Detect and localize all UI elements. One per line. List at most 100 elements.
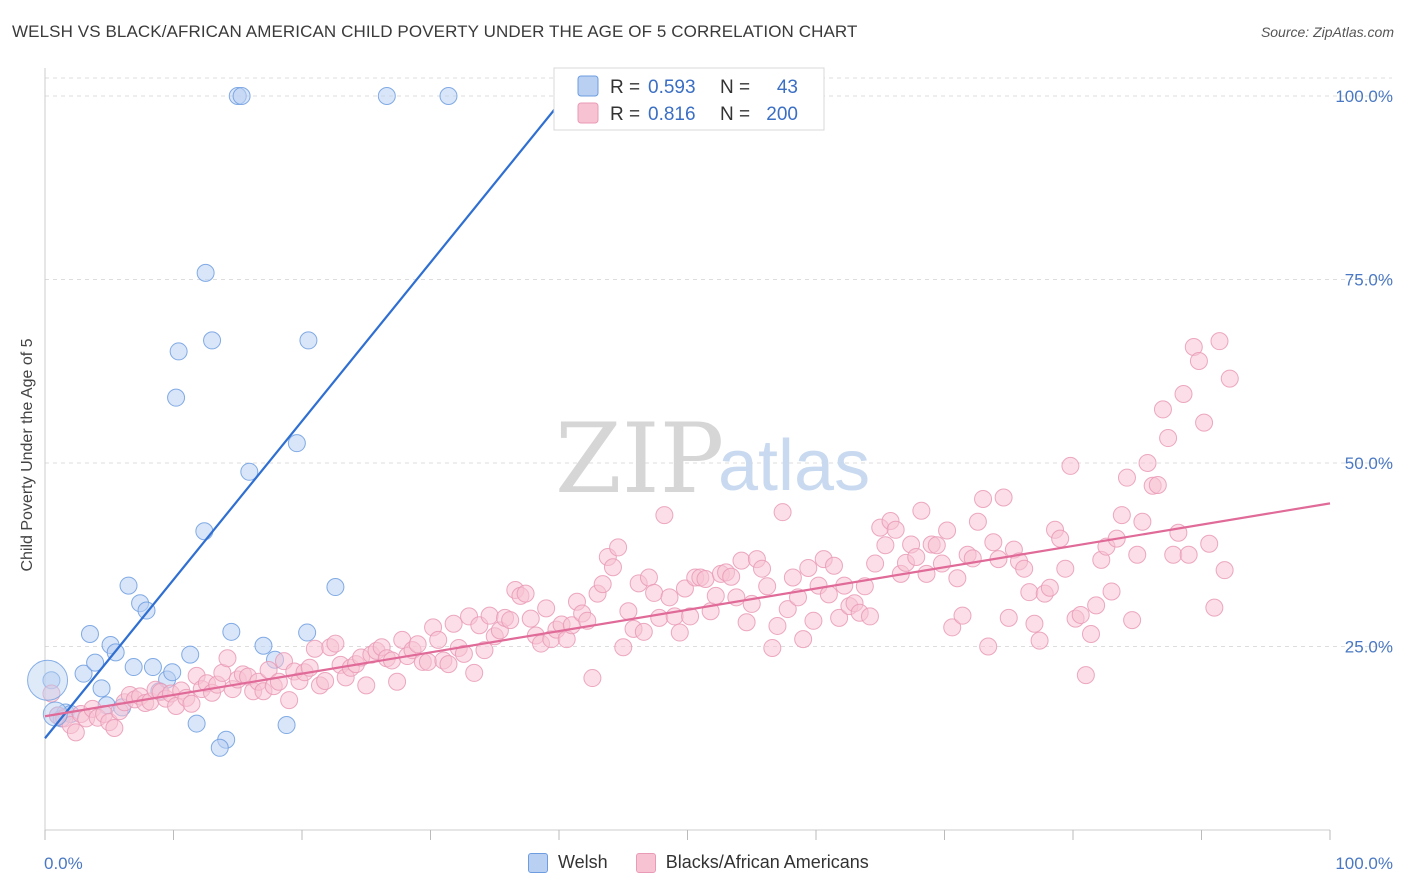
point-0-27 <box>203 331 222 350</box>
point-0-40 <box>326 578 345 597</box>
point-1-134 <box>737 613 756 632</box>
point-1-211 <box>1133 512 1152 531</box>
stats-n-value-1: 200 <box>766 104 798 125</box>
point-0-33 <box>240 462 259 481</box>
point-0-36 <box>277 716 296 735</box>
point-1-205 <box>1102 582 1121 601</box>
point-1-176 <box>953 606 972 625</box>
legend-swatch-welsh <box>528 852 548 873</box>
point-1-137 <box>753 559 772 578</box>
x-tick-label-0: 0.0% <box>44 854 83 873</box>
point-0-30 <box>222 622 241 641</box>
point-0-21 <box>169 342 188 361</box>
point-1-223 <box>1195 413 1214 432</box>
point-1-77 <box>444 614 463 633</box>
point-1-131 <box>722 567 741 586</box>
y-tick-label-2: 75.0% <box>1345 271 1393 290</box>
point-1-54 <box>326 634 345 653</box>
point-1-168 <box>912 501 931 520</box>
stats-n-value-0: 43 <box>777 77 798 98</box>
point-1-146 <box>799 558 818 577</box>
point-1-126 <box>696 569 715 588</box>
point-1-76 <box>439 655 458 674</box>
point-1-143 <box>783 568 802 587</box>
point-1-171 <box>927 536 946 555</box>
point-1-167 <box>907 547 926 566</box>
stats-legend: R = 0.593 N = 43 R = 0.816 N = 200 <box>553 67 825 131</box>
point-0-39 <box>298 623 317 642</box>
point-1-179 <box>968 512 987 531</box>
point-0-29 <box>210 738 229 757</box>
stats-legend-box <box>553 67 825 131</box>
point-0-8 <box>92 679 111 698</box>
point-1-70 <box>408 635 427 654</box>
stats-r-value-0: 0.593 <box>648 77 696 98</box>
point-1-95 <box>537 599 556 618</box>
point-1-106 <box>593 575 612 594</box>
point-1-185 <box>999 608 1018 627</box>
point-1-52 <box>316 671 335 690</box>
point-1-201 <box>1081 625 1100 644</box>
point-1-115 <box>639 568 658 587</box>
legend-swatch-black <box>635 852 656 873</box>
point-1-81 <box>465 663 484 682</box>
point-1-214 <box>1148 476 1167 495</box>
watermark-zip: ZIP <box>555 403 724 515</box>
trend-line-1 <box>44 502 1331 718</box>
point-1-33 <box>218 649 237 668</box>
point-1-207 <box>1112 506 1131 525</box>
point-1-121 <box>670 623 689 642</box>
point-1-152 <box>830 608 849 627</box>
series-legend: Welsh Blacks/African Americans <box>528 852 897 873</box>
point-1-184 <box>994 488 1013 507</box>
point-1-74 <box>429 630 448 649</box>
y-tick-labels: 25.0% 50.0% 75.0% 100.0% <box>1335 87 1393 657</box>
point-1-138 <box>758 577 777 596</box>
x-tick-label-1: 100.0% <box>1335 854 1393 873</box>
point-1-159 <box>866 554 885 573</box>
point-1-173 <box>938 521 957 540</box>
point-1-161 <box>876 536 895 555</box>
stats-n-label-1: N = <box>720 104 750 125</box>
point-1-209 <box>1123 611 1142 630</box>
point-1-110 <box>614 638 633 657</box>
point-1-208 <box>1117 468 1136 487</box>
stats-r-label-1: R = <box>610 104 640 125</box>
point-0-22 <box>167 388 186 407</box>
point-1-66 <box>388 672 407 691</box>
point-1-220 <box>1179 545 1198 564</box>
point-1-147 <box>804 611 823 630</box>
point-1-189 <box>1020 583 1039 602</box>
stats-n-label-0: N = <box>720 77 750 98</box>
point-1-210 <box>1128 545 1147 564</box>
point-1-180 <box>974 489 993 508</box>
point-1-26 <box>182 694 201 713</box>
y-tick-label-0: 25.0% <box>1345 638 1393 657</box>
point-1-11 <box>105 718 124 737</box>
point-0-6 <box>80 625 99 644</box>
stats-swatch-1 <box>577 102 599 124</box>
point-0-5 <box>74 664 93 683</box>
point-1-139 <box>763 638 782 657</box>
point-1-133 <box>732 551 751 570</box>
point-0-34 <box>254 636 273 655</box>
watermark-atlas: atlas <box>718 426 870 506</box>
point-1-79 <box>454 644 473 663</box>
point-1-114 <box>634 622 653 641</box>
axes <box>44 68 1331 840</box>
point-1-0 <box>42 684 61 703</box>
point-0-17 <box>143 658 162 677</box>
point-0-32 <box>232 87 251 105</box>
point-1-226 <box>1210 332 1229 351</box>
point-1-193 <box>1040 578 1059 597</box>
point-1-196 <box>1056 559 1075 578</box>
point-1-123 <box>681 607 700 626</box>
trend-lines <box>44 95 1331 739</box>
point-1-111 <box>619 602 638 621</box>
legend-label-welsh: Welsh <box>558 852 608 872</box>
stats-r-label-0: R = <box>610 77 640 98</box>
point-0-42 <box>439 87 458 105</box>
point-1-190 <box>1025 614 1044 633</box>
legend-item-black: Blacks/African Americans <box>635 852 869 873</box>
